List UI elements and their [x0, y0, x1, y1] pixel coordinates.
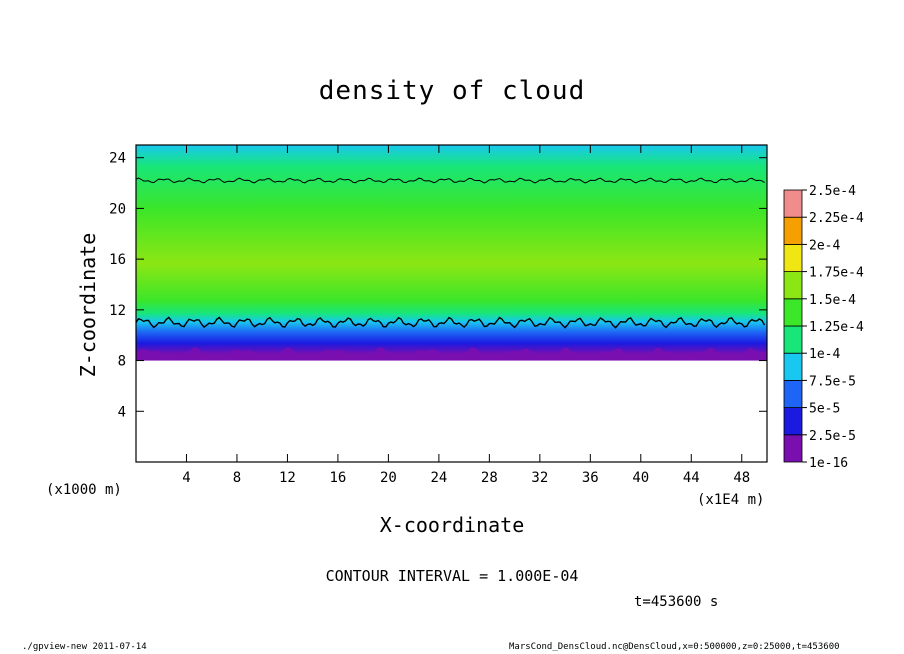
colorbar-label: 5e-5 — [809, 402, 840, 417]
colorbar-label: 1.25e-4 — [809, 320, 864, 335]
colorbar-label: 1.75e-4 — [809, 266, 864, 281]
footer-data-source: MarsCond_DensCloud.nc@DensCloud,x=0:5000… — [509, 642, 840, 652]
colorbar-segment — [783, 271, 803, 300]
x-axis-unit: (x1E4 m) — [697, 492, 765, 508]
x-tick-label: 20 — [380, 470, 397, 486]
x-tick-label: 44 — [683, 470, 700, 486]
colorbar-segment — [783, 243, 803, 272]
plot-area — [136, 145, 767, 361]
colorbar-segment — [783, 216, 803, 245]
colorbar-label: 2e-4 — [809, 238, 840, 253]
x-tick-label: 16 — [329, 470, 346, 486]
y-tick-label: 4 — [118, 404, 126, 420]
colorbar-segment — [783, 189, 803, 218]
x-tick-label: 12 — [279, 470, 296, 486]
colorbar: 1e-16 2.5e-5 5e-5 7.5e-5 1e-4 1.25e-4 1.5e-4 1.… — [783, 184, 864, 471]
x-tick-label: 36 — [582, 470, 599, 486]
x-axis-label: X-coordinate — [379, 513, 525, 537]
y-tick-label: 24 — [109, 151, 126, 167]
x-tick-label: 28 — [481, 470, 498, 486]
y-axis-unit: (x1000 m) — [46, 482, 122, 498]
y-tick-label: 12 — [109, 303, 126, 319]
contour-line — [136, 177, 765, 184]
colorbar-segment — [783, 434, 803, 463]
x-tick-label: 8 — [233, 470, 241, 486]
colorbar-label: 7.5e-5 — [809, 374, 856, 389]
cloud-density-field — [136, 145, 767, 361]
colorbar-segment — [783, 379, 803, 408]
x-tick-label: 32 — [531, 470, 548, 486]
x-tick-label: 24 — [430, 470, 447, 486]
colorbar-label: 2.5e-5 — [809, 429, 856, 444]
footer-program-date: ./gpview-new 2011-07-14 — [22, 642, 147, 652]
x-tick-label: 48 — [733, 470, 750, 486]
x-tick-label: 40 — [632, 470, 649, 486]
colorbar-label: 1e-16 — [809, 456, 848, 471]
x-tick-label: 4 — [182, 470, 190, 486]
colorbar-segment — [783, 352, 803, 381]
y-tick-label: 20 — [109, 201, 126, 217]
colorbar-segment — [783, 325, 803, 354]
y-tick-label: 8 — [118, 354, 126, 370]
colorbar-label: 1e-4 — [809, 347, 840, 362]
time-label: t=453600 s — [634, 594, 719, 610]
colorbar-label: 2.25e-4 — [809, 211, 864, 226]
colorbar-label: 2.5e-4 — [809, 184, 856, 199]
colorbar-segment — [783, 407, 803, 436]
colorbar-segment — [783, 298, 803, 327]
plot-frame — [135, 144, 768, 463]
colorbar-label: 1.5e-4 — [809, 293, 856, 308]
contour-interval-label: CONTOUR INTERVAL = 1.000E-04 — [325, 567, 579, 585]
chart-title: density of cloud — [318, 76, 586, 106]
cloud-base-band — [136, 347, 767, 361]
contour-line — [136, 316, 766, 329]
y-tick-label: 16 — [109, 252, 126, 268]
